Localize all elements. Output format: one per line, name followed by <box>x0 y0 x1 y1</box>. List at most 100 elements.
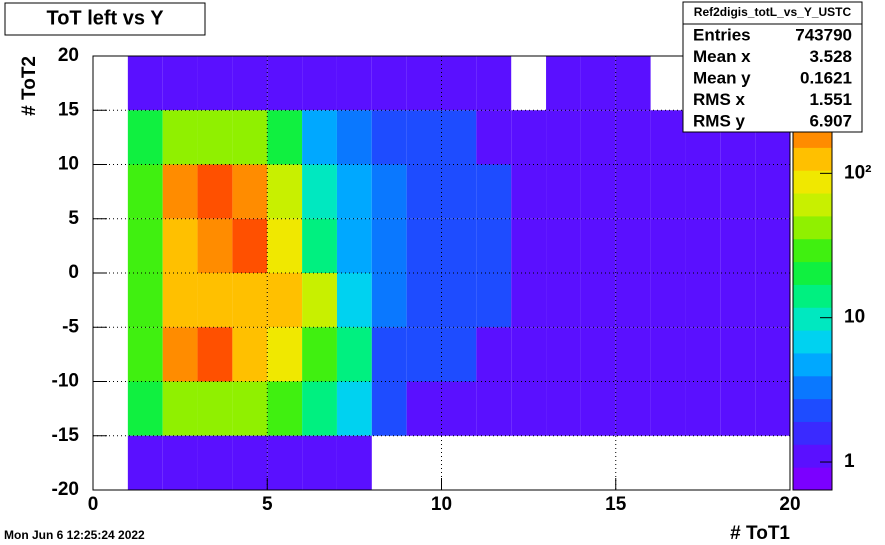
heat-cell <box>162 218 198 273</box>
palette-swatch <box>793 284 832 308</box>
stats-label: Entries <box>693 25 751 44</box>
heat-cell <box>127 435 163 490</box>
heat-cell <box>650 273 686 328</box>
heat-cell <box>650 164 686 219</box>
heat-cell <box>755 273 790 328</box>
heat-cell <box>580 273 616 328</box>
heat-cell <box>476 110 512 165</box>
y-tick-label: -15 <box>52 425 80 446</box>
heat-cell <box>232 218 268 273</box>
heat-cell <box>267 381 303 436</box>
y-tick-label: -5 <box>62 316 79 337</box>
heat-cell <box>406 327 442 382</box>
heat-cell <box>371 164 407 219</box>
title-box <box>4 2 206 36</box>
heat-cell <box>162 110 198 165</box>
heat-cell <box>685 218 721 273</box>
heat-cell <box>336 56 372 111</box>
stats-label: RMS y <box>693 111 746 130</box>
heat-cell <box>580 56 616 111</box>
y-tick-label: 15 <box>58 99 80 120</box>
z-tick-label: 10 <box>844 307 865 328</box>
palette-swatch <box>793 375 832 400</box>
heat-cell <box>546 327 581 382</box>
heat-cell <box>302 435 337 490</box>
heat-cell <box>336 381 372 436</box>
heat-cell <box>267 435 303 490</box>
palette-swatch <box>793 307 832 331</box>
y-tick-label: 20 <box>58 45 79 66</box>
heat-cell <box>720 218 756 273</box>
heat-cell <box>615 218 651 273</box>
heat-cell <box>302 56 337 111</box>
y-tick-label: -20 <box>52 479 79 500</box>
heat-cell <box>302 273 337 328</box>
heat-cell <box>302 327 337 382</box>
heat-cell <box>267 56 303 111</box>
heat-cell <box>232 273 268 328</box>
heat-cell <box>232 164 268 219</box>
heat-cell <box>580 327 616 382</box>
heat-cell <box>127 381 163 436</box>
heat-cell <box>511 218 547 273</box>
palette-swatch <box>793 398 832 422</box>
heat-cell <box>267 327 303 382</box>
heat-cell <box>685 273 721 328</box>
heat-cell <box>511 110 547 165</box>
heat-cell <box>441 327 477 382</box>
heat-cell <box>476 273 512 328</box>
heat-cell <box>441 273 477 328</box>
stats-value: 1.551 <box>809 90 852 109</box>
palette-swatch <box>793 147 832 171</box>
heat-cell <box>650 110 686 165</box>
heat-cell <box>127 110 163 165</box>
heat-cell <box>162 435 198 490</box>
heat-cell <box>267 273 303 328</box>
heat-cell <box>476 164 512 219</box>
heat-cell <box>511 273 547 328</box>
heat-cell <box>197 218 233 273</box>
x-axis-label: # ToT1 <box>730 523 790 544</box>
x-tick-label: 20 <box>779 494 800 515</box>
heat-cell <box>127 327 163 382</box>
y-tick-label: 5 <box>68 208 79 229</box>
heat-cell <box>162 56 198 111</box>
heat-cell <box>336 327 372 382</box>
heat-cell <box>302 381 337 436</box>
heat-cell <box>755 327 790 382</box>
heat-cell <box>232 110 268 165</box>
heat-cell <box>476 327 512 382</box>
heat-cell <box>685 381 721 436</box>
heat-cell <box>615 110 651 165</box>
heat-cell <box>441 56 477 111</box>
heat-cell <box>650 381 686 436</box>
heat-cell <box>232 327 268 382</box>
heat-cell <box>546 164 581 219</box>
heat-cell <box>755 218 790 273</box>
heat-cell <box>371 110 407 165</box>
heat-cell <box>441 164 477 219</box>
timestamp: Mon Jun 6 12:25:24 2022 <box>4 528 145 542</box>
heat-cell <box>232 381 268 436</box>
heat-cell <box>371 381 407 436</box>
palette-swatch <box>793 444 832 468</box>
palette-swatch <box>793 193 832 217</box>
heat-cell <box>302 110 337 165</box>
heat-cell <box>441 381 477 436</box>
y-tick-label: 0 <box>68 262 79 283</box>
heat-cell <box>197 56 233 111</box>
heat-cell <box>511 164 547 219</box>
stats-value: 3.528 <box>809 47 852 66</box>
heat-cell <box>267 218 303 273</box>
heat-cell <box>371 218 407 273</box>
chart-title: ToT left vs Y <box>46 7 164 29</box>
heat-cell <box>650 218 686 273</box>
heat-cell <box>302 218 337 273</box>
heat-cell <box>441 218 477 273</box>
palette-swatch <box>793 170 832 194</box>
heat-cell <box>162 327 198 382</box>
palette-swatch <box>793 215 832 240</box>
heat-cell <box>580 381 616 436</box>
heat-cell <box>546 381 581 436</box>
heat-cell <box>546 273 581 328</box>
